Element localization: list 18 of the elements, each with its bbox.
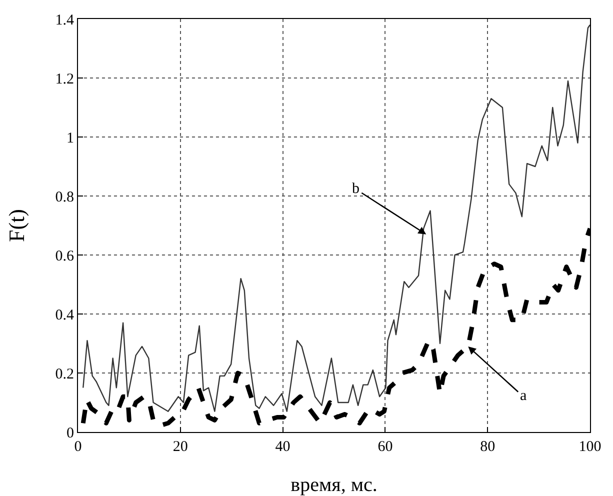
x-tick-label: 80 [480,439,496,455]
x-tick-label: 20 [172,439,188,455]
line-series [82,24,590,412]
x-tick-label: 40 [275,439,290,455]
y-tick-label: 0.4 [55,307,74,324]
y-tick-label: 1.2 [55,71,74,88]
y-tick-label: 0.2 [55,366,74,382]
y-tick-label: 1.4 [55,12,74,28]
y-tick-label: 1 [66,130,74,146]
annotation: a [520,388,527,404]
annotation: b [352,181,360,197]
y-tick-label: 0 [66,425,74,442]
y-tick-label: 0.6 [55,248,74,264]
x-axis-title: время, мс. [290,474,378,496]
x-tick-label: 100 [578,439,602,455]
y-tick-label: 0.8 [55,189,74,206]
x-tick-label: 60 [378,439,393,455]
y-axis-title: F(t) [4,209,29,242]
